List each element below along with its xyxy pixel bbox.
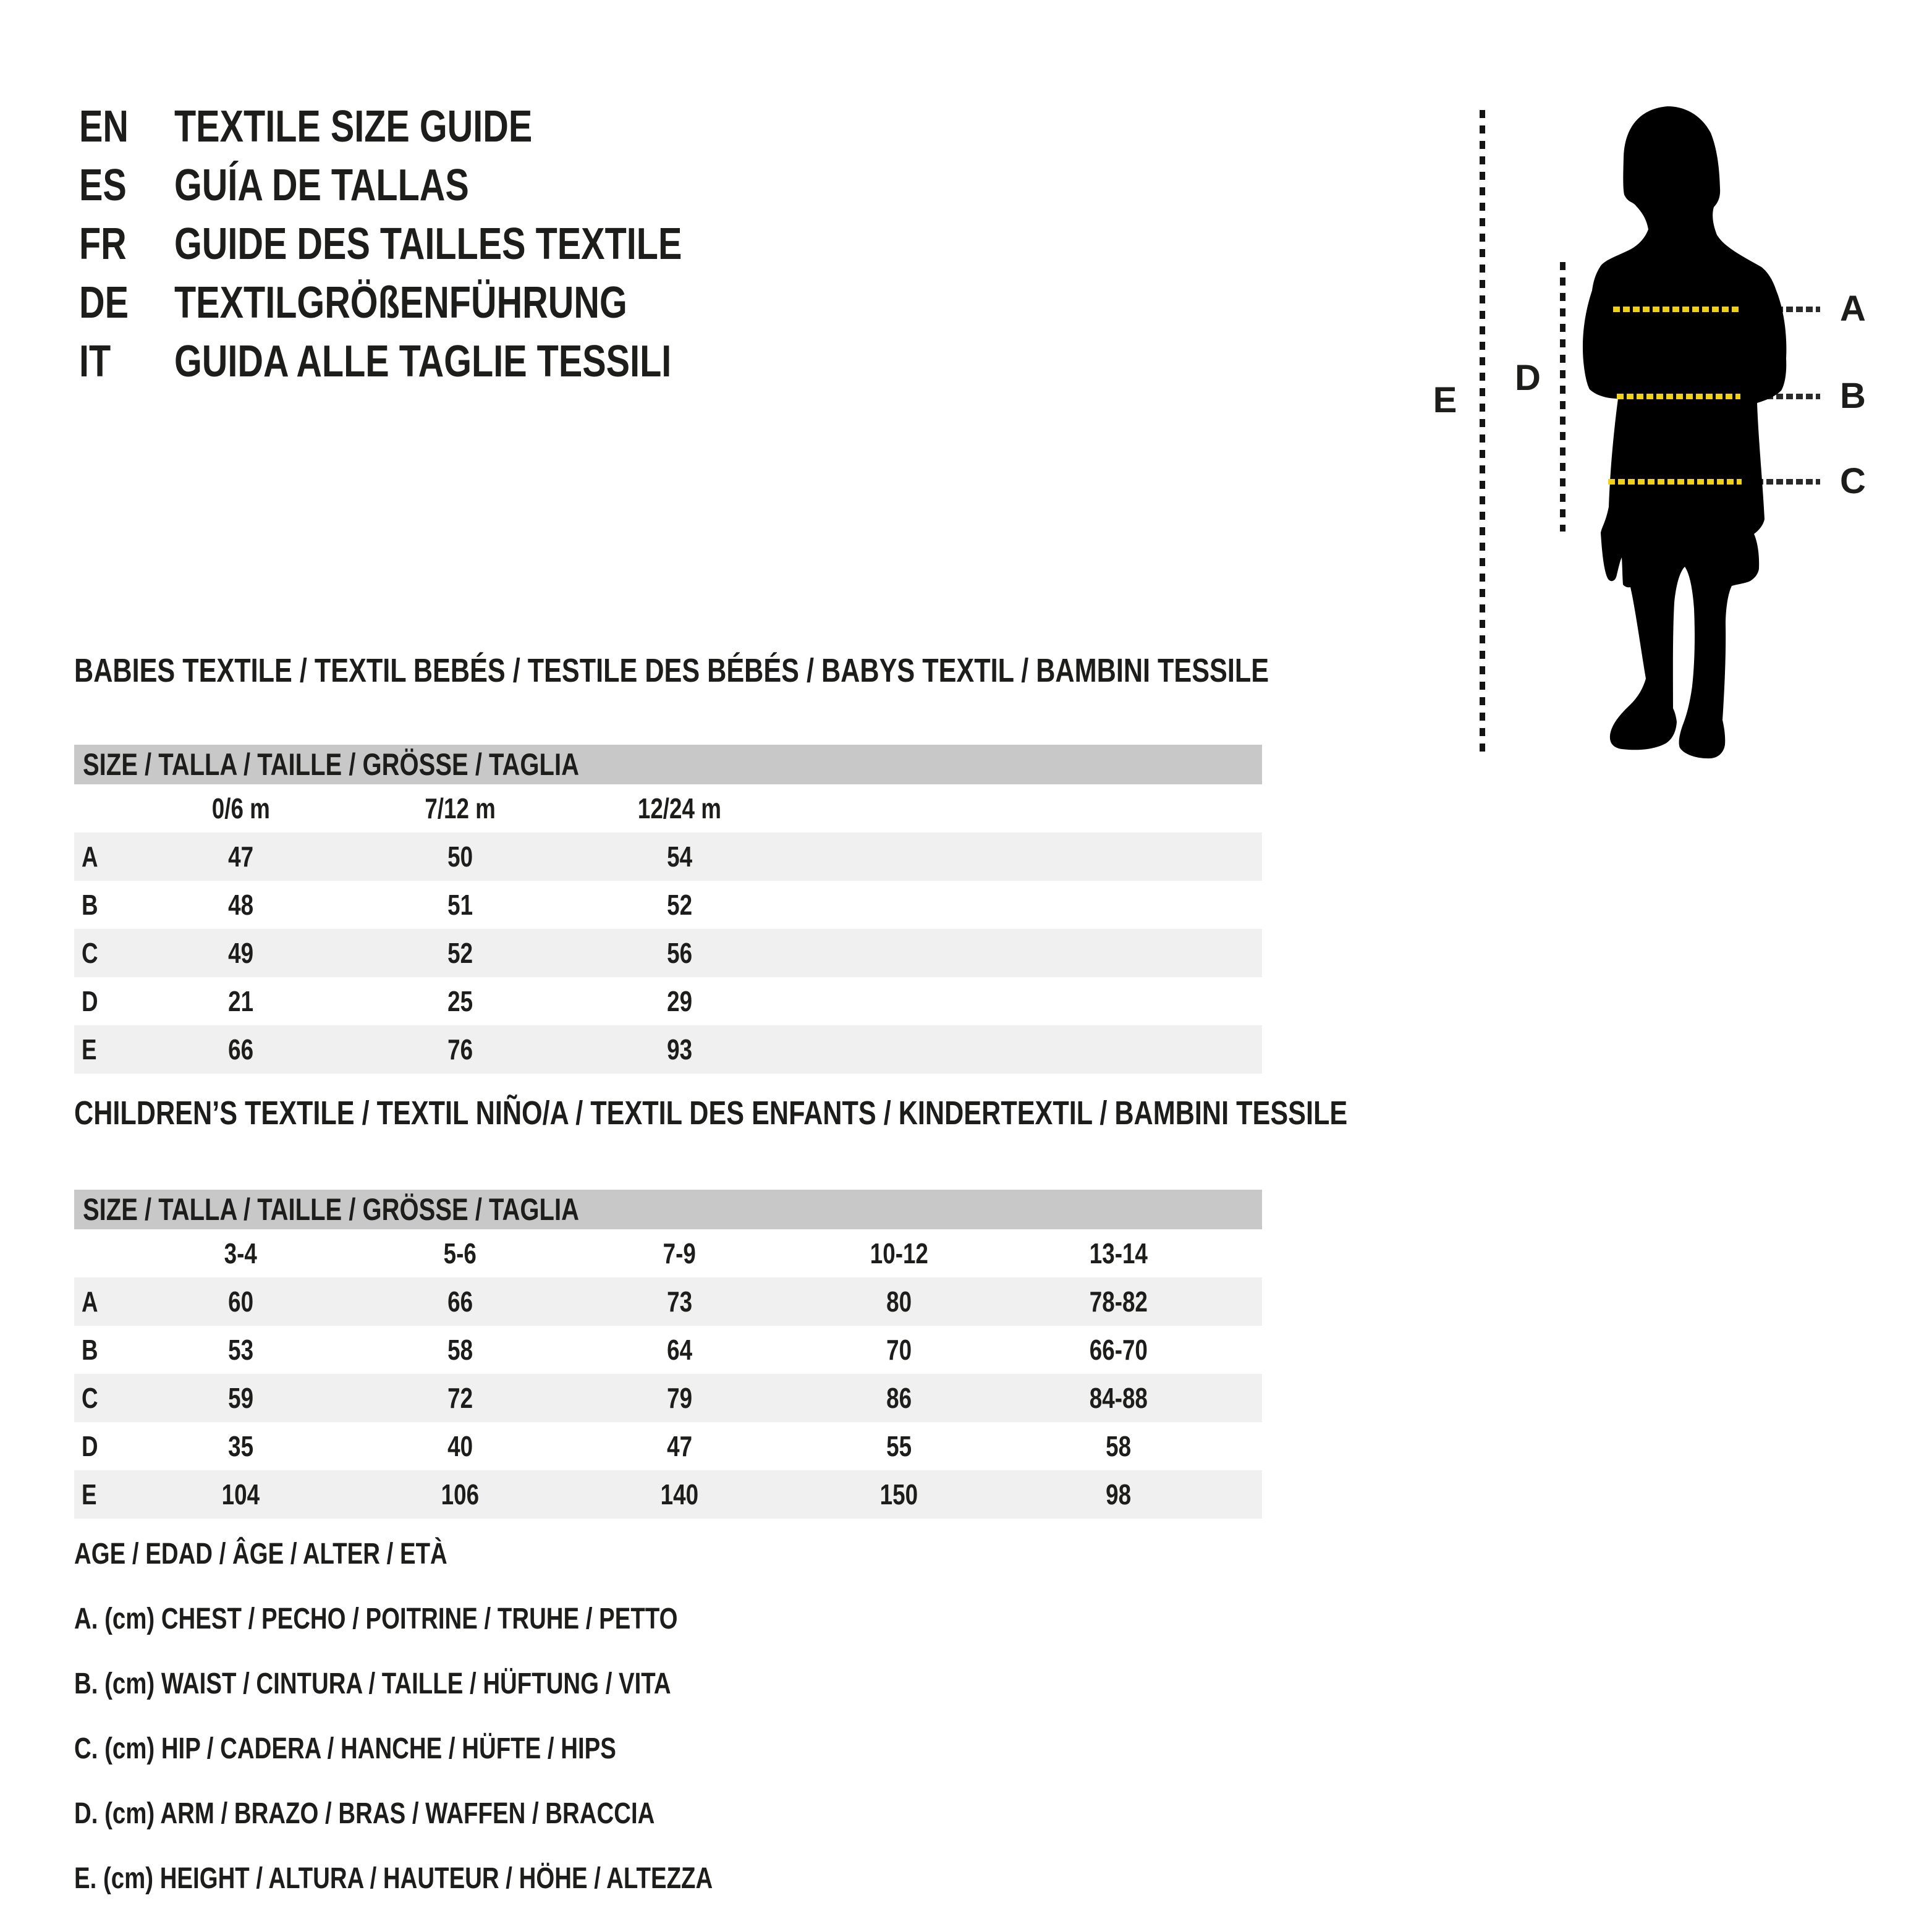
language-code: ES	[79, 161, 127, 210]
table-row: E 66 76 93	[74, 1025, 1262, 1074]
language-row-en: EN TEXTILE SIZE GUIDE	[79, 98, 809, 156]
legend-arm: D. (cm) ARM / BRAZO / BRAS / WAFFEN / BR…	[74, 1797, 655, 1830]
table-row: B 53 58 64 70 66-70	[74, 1326, 1262, 1374]
children-size-table: SIZE / TALLA / TAILLE / GRÖSSE / TAGLIA …	[74, 1190, 1262, 1519]
row-label: B	[82, 1334, 98, 1366]
table-row: D 21 25 29	[74, 977, 1262, 1025]
table-row: C 49 52 56	[74, 929, 1262, 977]
row-label: A	[82, 1286, 98, 1318]
language-code: DE	[79, 278, 129, 328]
table-row: B 48 51 52	[74, 881, 1262, 929]
babies-section-heading: BABIES TEXTILE / TEXTIL BEBÉS / TESTILE …	[74, 652, 1269, 689]
legend-hip: C. (cm) HIP / CADERA / HANCHE / HÜFTE / …	[74, 1732, 616, 1765]
row-label: C	[82, 1382, 98, 1414]
column-header: 13-14	[1089, 1237, 1148, 1269]
size-header-bar: SIZE / TALLA / TAILLE / GRÖSSE / TAGLIA	[74, 1190, 1262, 1229]
column-header: 12/24 m	[637, 792, 722, 824]
row-label: B	[82, 889, 98, 921]
legend-height: E. (cm) HEIGHT / ALTURA / HAUTEUR / HÖHE…	[74, 1862, 713, 1895]
legend-chest: A. (cm) CHEST / PECHO / POITRINE / TRUHE…	[74, 1603, 678, 1635]
hip-body-dash	[1608, 479, 1742, 485]
arm-measure-dotted-line	[1560, 262, 1566, 532]
legend-age: AGE / EDAD / ÂGE / ALTER / ETÀ	[74, 1538, 447, 1570]
table-row: E 104 106 140 150 98	[74, 1470, 1262, 1519]
language-title: GUIDA ALLE TAGLIE TESSILI	[174, 337, 672, 386]
row-label: D	[82, 1430, 98, 1462]
height-measure-label: E	[1433, 380, 1457, 420]
children-column-header-row: 3-4 5-6 7-9 10-12 13-14	[74, 1229, 1262, 1277]
column-header: 7/12 m	[425, 792, 496, 824]
waist-measure-label: B	[1840, 376, 1866, 416]
column-header: 0/6 m	[211, 792, 270, 824]
size-header-bar: SIZE / TALLA / TAILLE / GRÖSSE / TAGLIA	[74, 745, 1262, 784]
language-row-es: ES GUÍA DE TALLAS	[79, 156, 809, 215]
height-measure-dotted-line	[1480, 110, 1485, 759]
table-row: A 47 50 54	[74, 833, 1262, 881]
column-header: 10-12	[870, 1237, 928, 1269]
language-row-de: DE TEXTILGRÖßENFÜHRUNG	[79, 274, 809, 333]
language-title: TEXTILGRÖßENFÜHRUNG	[174, 278, 627, 328]
language-row-fr: FR GUIDE DES TAILLES TEXTILE	[79, 215, 809, 274]
row-label: A	[82, 841, 98, 873]
language-row-it: IT GUIDA ALLE TAGLIE TESSILI	[79, 333, 809, 391]
language-title: TEXTILE SIZE GUIDE	[174, 102, 533, 151]
row-label: E	[82, 1478, 97, 1510]
language-title: GUIDE DES TAILLES TEXTILE	[174, 219, 682, 269]
language-code: IT	[79, 337, 111, 386]
row-label: E	[82, 1033, 97, 1066]
table-row: D 35 40 47 55 58	[74, 1422, 1262, 1470]
children-section-heading: CHILDREN’S TEXTILE / TEXTIL NIÑO/A / TEX…	[74, 1095, 1348, 1132]
legend-waist: B. (cm) WAIST / CINTURA / TAILLE / HÜFTU…	[74, 1667, 671, 1700]
babies-size-table: SIZE / TALLA / TAILLE / GRÖSSE / TAGLIA …	[74, 745, 1262, 1074]
language-code: EN	[79, 102, 129, 151]
column-header: 7-9	[663, 1237, 697, 1269]
row-label: D	[82, 985, 98, 1017]
row-label: C	[82, 937, 98, 969]
chest-body-dash	[1613, 307, 1742, 312]
arm-measure-label: D	[1515, 358, 1541, 398]
hip-measure-label: C	[1840, 461, 1866, 501]
child-silhouette	[1582, 106, 1787, 759]
measurement-legend: AGE / EDAD / ÂGE / ALTER / ETÀ A. (cm) C…	[74, 1522, 873, 1911]
chest-measure-label: A	[1840, 289, 1866, 329]
language-title: GUÍA DE TALLAS	[174, 161, 469, 210]
language-code: FR	[79, 219, 127, 269]
waist-body-dash	[1617, 394, 1740, 399]
table-row: A 60 66 73 80 78-82	[74, 1277, 1262, 1326]
table-row: C 59 72 79 86 84-88	[74, 1374, 1262, 1422]
column-header: 5-6	[443, 1237, 477, 1269]
column-header: 3-4	[224, 1237, 258, 1269]
babies-column-header-row: 0/6 m 7/12 m 12/24 m	[74, 784, 1262, 833]
language-title-block: EN TEXTILE SIZE GUIDE ES GUÍA DE TALLAS …	[79, 98, 809, 391]
